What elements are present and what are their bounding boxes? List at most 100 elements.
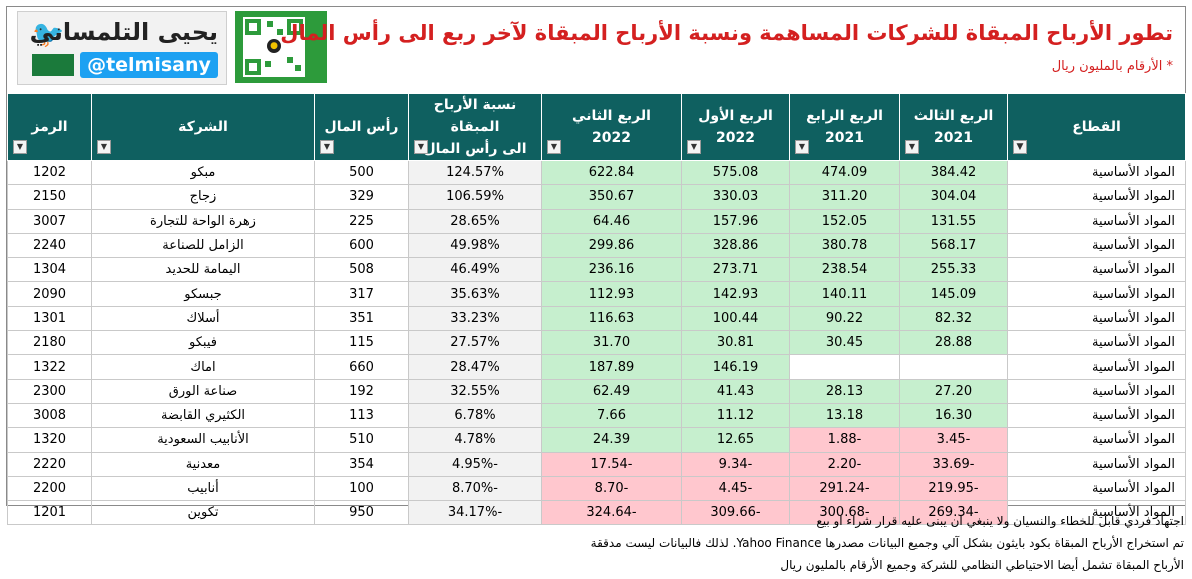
cell-q4-2021: 30.45 [789, 330, 900, 356]
filter-dropdown-icon[interactable]: ▼ [414, 140, 428, 154]
author-badge: 🐦 يحيى التلمساني @telmisany [17, 11, 227, 85]
cell-ratio: 33.23% [408, 305, 542, 332]
cell-company: اماك [91, 354, 315, 380]
cell-sector: المواد الأساسية [1007, 305, 1186, 332]
cell-symbol: 2300 [7, 378, 92, 404]
cell-q3-2021: -33.69 [899, 451, 1008, 477]
filter-active-icon[interactable]: ▼ [1013, 140, 1027, 154]
cell-symbol: 1320 [7, 427, 92, 453]
cell-capital: 329 [314, 184, 409, 210]
column-header-q2-2022: الربع الثاني 2022 ▼ [541, 93, 682, 161]
cell-q2-2022: 236.16 [541, 257, 682, 283]
cell-q3-2021: 255.33 [899, 257, 1008, 283]
cell-q2-2022: 187.89 [541, 354, 682, 380]
column-header-ratio: نسبة الأرباح المبقاة الى رأس المال ▼ [408, 93, 542, 161]
column-header-q1-2022: الربع الأول 2022 ▼ [681, 93, 790, 161]
cell-ratio: 28.47% [408, 354, 542, 380]
cell-q2-2022: 112.93 [541, 281, 682, 307]
table-row: المواد الأساسية -33.69 -2.20 -9.34 -17.54 -4.… [7, 451, 1186, 477]
cell-q1-2022: 330.03 [681, 184, 790, 210]
cell-q2-2022: 62.49 [541, 378, 682, 404]
column-header-label: رأس المال [324, 119, 399, 135]
cell-q2-2022: -8.70 [541, 475, 682, 502]
cell-company: مبكو [91, 159, 315, 186]
cell-ratio: 28.65% [408, 208, 542, 234]
saudi-flag-icon [32, 54, 74, 76]
cell-q1-2022: -309.66 [681, 500, 790, 526]
cell-capital: 317 [314, 281, 409, 307]
cell-sector: المواد الأساسية [1007, 427, 1186, 453]
cell-symbol: 1322 [7, 354, 92, 380]
table-row: المواد الأساسية 82.32 90.22 100.44 116.63 33.… [7, 305, 1186, 332]
author-name: يحيى التلمساني [29, 18, 218, 46]
cell-q2-2022: -324.64 [541, 500, 682, 526]
cell-symbol: 2220 [7, 451, 92, 477]
cell-q4-2021: -300.68 [789, 500, 900, 526]
column-header-label: الشركة [178, 119, 228, 135]
table-row: المواد الأساسية 131.55 152.05 157.96 64.46 28… [7, 208, 1186, 234]
cell-q3-2021: 384.42 [899, 159, 1008, 186]
cell-q4-2021: 474.09 [789, 159, 900, 186]
column-header-q3-2021: الربع الثالث 2021 ▼ [899, 93, 1008, 161]
cell-capital: 354 [314, 451, 409, 477]
cell-company: اليمامة للحديد [91, 257, 315, 283]
cell-capital: 225 [314, 208, 409, 234]
cell-q2-2022: 299.86 [541, 232, 682, 259]
table-row: المواد الأساسية 304.04 311.20 330.03 350.67 1… [7, 184, 1186, 210]
cell-q1-2022: 12.65 [681, 427, 790, 453]
column-header-company: الشركة ▼ [91, 93, 315, 161]
filter-dropdown-icon[interactable]: ▼ [320, 140, 334, 154]
cell-ratio: 4.78% [408, 427, 542, 453]
cell-q2-2022: 7.66 [541, 402, 682, 429]
column-header-q4-2021: الربع الرابع 2021 ▼ [789, 93, 900, 161]
table-row: المواد الأساسية 28.88 30.45 30.81 31.70 27.57… [7, 330, 1186, 356]
cell-q2-2022: 24.39 [541, 427, 682, 453]
cell-q2-2022: 64.46 [541, 208, 682, 234]
cell-ratio: 46.49% [408, 257, 542, 283]
cell-capital: 500 [314, 159, 409, 186]
cell-q4-2021: 238.54 [789, 257, 900, 283]
table-row: المواد الأساسية 27.20 28.13 41.43 62.49 32.55… [7, 378, 1186, 404]
column-header-sector: القطاع ▼ [1007, 93, 1186, 161]
cell-symbol: 2150 [7, 184, 92, 210]
cell-q3-2021: -269.34 [899, 500, 1008, 526]
cell-capital: 113 [314, 402, 409, 429]
cell-symbol: 1202 [7, 159, 92, 186]
filter-dropdown-icon[interactable]: ▼ [13, 140, 27, 154]
cell-q3-2021: 145.09 [899, 281, 1008, 307]
cell-company: زجاج [91, 184, 315, 210]
cell-q4-2021: 311.20 [789, 184, 900, 210]
table-row: المواد الأساسية 146.19 187.89 28.47% 660 اماك… [7, 354, 1186, 380]
filter-dropdown-icon[interactable]: ▼ [687, 140, 701, 154]
cell-sector: المواد الأساسية [1007, 354, 1186, 380]
page-title: تطور الأرباح المبقاة للشركات المساهمة ون… [280, 21, 1173, 45]
footnote: تم استخراج الأرباح المبقاة بكود بايثون ب… [590, 536, 1184, 550]
table-body: المواد الأساسية 384.42 474.09 575.08 622.84 1… [7, 159, 1186, 526]
cell-ratio: 32.55% [408, 378, 542, 404]
report-frame: 🐦 يحيى التلمساني @telmisany ● تطور الأرب… [6, 6, 1186, 526]
table-row: المواد الأساسية -3.45 -1.88 12.65 24.39 4.78%… [7, 427, 1186, 453]
cell-symbol: 1201 [7, 500, 92, 526]
cell-capital: 950 [314, 500, 409, 526]
column-header-label: الربع الثالث [913, 108, 994, 124]
cell-q4-2021: -2.20 [789, 451, 900, 477]
filter-dropdown-icon[interactable]: ▼ [547, 140, 561, 154]
column-header-year: 2021 [825, 130, 864, 146]
cell-ratio: 27.57% [408, 330, 542, 356]
cell-company: جبسكو [91, 281, 315, 307]
cell-q1-2022: -9.34 [681, 451, 790, 477]
cell-capital: 510 [314, 427, 409, 453]
cell-q3-2021: 304.04 [899, 184, 1008, 210]
cell-capital: 600 [314, 232, 409, 259]
cell-q2-2022: 622.84 [541, 159, 682, 186]
table-row: المواد الأساسية -219.95 -291.24 -4.45 -8.70-… [7, 475, 1186, 502]
filter-dropdown-icon[interactable]: ▼ [795, 140, 809, 154]
cell-q3-2021: -219.95 [899, 475, 1008, 502]
filter-dropdown-icon[interactable]: ▼ [97, 140, 111, 154]
filter-dropdown-icon[interactable]: ▼ [905, 140, 919, 154]
cell-sector: المواد الأساسية [1007, 402, 1186, 429]
cell-q2-2022: 350.67 [541, 184, 682, 210]
cell-symbol: 2200 [7, 475, 92, 502]
column-header-year: 2022 [716, 130, 755, 146]
cell-symbol: 2090 [7, 281, 92, 307]
